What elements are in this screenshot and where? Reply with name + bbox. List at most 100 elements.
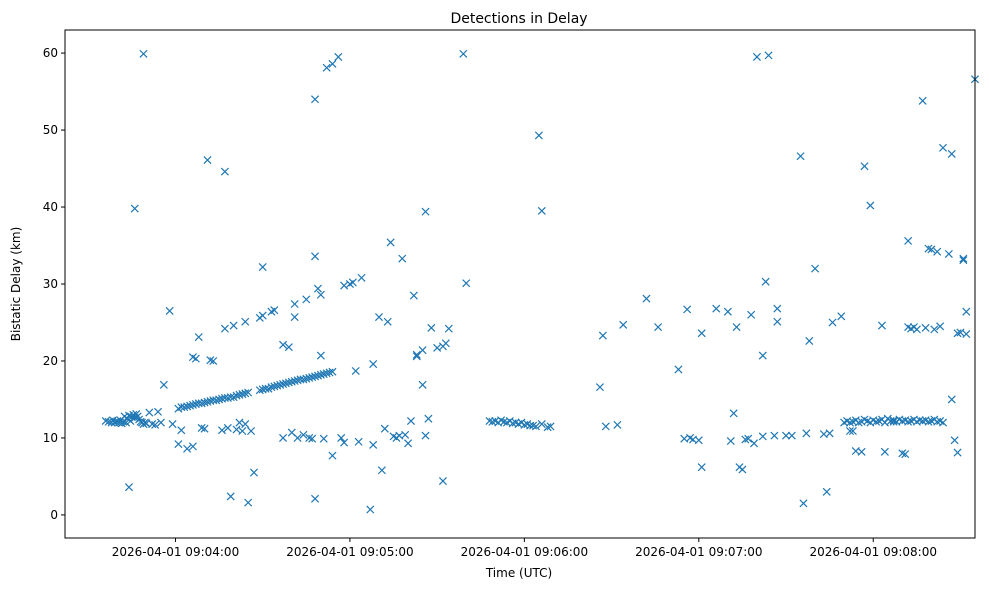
data-point — [220, 324, 229, 333]
data-point — [595, 383, 604, 392]
data-point — [279, 340, 288, 349]
y-axis-label: Bistatic Delay (km) — [9, 227, 23, 342]
plot-area — [64, 29, 980, 539]
data-point — [811, 264, 820, 273]
data-point — [383, 317, 392, 326]
data-point — [758, 351, 767, 360]
data-point — [319, 434, 328, 443]
data-point — [712, 304, 721, 313]
x-tick-label: 2026-04-01 09:07:00 — [635, 545, 762, 559]
data-point — [697, 463, 706, 472]
data-point — [683, 305, 692, 314]
data-point — [374, 313, 384, 322]
data-point — [313, 371, 322, 380]
data-point — [235, 390, 244, 399]
data-point — [212, 396, 221, 405]
data-point — [209, 356, 218, 365]
data-point — [409, 291, 418, 300]
data-point — [311, 95, 320, 104]
data-point — [334, 52, 343, 61]
data-point — [764, 51, 773, 60]
data-point — [398, 254, 407, 263]
data-point — [279, 380, 288, 389]
data-point — [962, 330, 971, 339]
data-point — [872, 417, 881, 426]
data-point — [241, 389, 250, 398]
data-point — [598, 331, 607, 340]
data-point — [796, 152, 805, 161]
data-point — [322, 63, 331, 72]
data-point — [299, 375, 308, 384]
data-point — [145, 408, 154, 417]
data-point — [232, 425, 241, 434]
data-point — [531, 422, 541, 431]
x-tick-label: 2026-04-01 09:06:00 — [461, 545, 588, 559]
data-point — [287, 377, 296, 386]
data-point — [124, 483, 133, 492]
data-point — [619, 320, 628, 329]
data-point — [825, 429, 834, 438]
y-tick-label: 0 — [50, 508, 58, 522]
data-point — [154, 407, 163, 416]
data-point — [369, 440, 378, 449]
data-point — [290, 313, 299, 322]
data-point — [200, 398, 209, 407]
data-point — [351, 366, 360, 376]
data-point — [235, 418, 244, 427]
data-point — [787, 431, 796, 440]
data-point — [366, 505, 375, 514]
data-point — [947, 395, 956, 404]
data-point — [805, 336, 814, 345]
data-point — [258, 311, 267, 320]
data-point — [261, 384, 270, 393]
data-point — [244, 498, 253, 507]
data-point — [750, 439, 759, 448]
data-point — [427, 323, 436, 332]
data-point — [148, 420, 157, 429]
data-point — [845, 418, 855, 427]
data-point — [217, 426, 227, 435]
data-point — [319, 370, 328, 379]
data-point — [316, 290, 325, 299]
data-point — [241, 317, 250, 326]
data-point — [130, 204, 139, 213]
data-point — [927, 245, 936, 254]
data-point — [238, 426, 247, 436]
data-point — [674, 365, 683, 374]
data-point — [723, 307, 732, 316]
data-point — [936, 322, 945, 331]
data-point — [401, 430, 410, 439]
data-point — [537, 420, 546, 429]
data-point — [747, 310, 756, 319]
data-point — [959, 254, 968, 263]
data-point — [938, 143, 948, 152]
data-point — [220, 167, 229, 176]
data-point — [543, 423, 552, 432]
data-point — [325, 368, 334, 377]
data-point — [799, 499, 808, 508]
data-point — [273, 381, 282, 390]
data-point — [421, 207, 430, 216]
data-point — [546, 422, 555, 431]
data-point — [741, 435, 750, 444]
y-tick-label: 50 — [43, 123, 58, 137]
data-point — [915, 416, 924, 425]
data-point — [267, 383, 276, 392]
data-point — [311, 252, 320, 261]
data-point — [752, 52, 761, 61]
data-point — [758, 432, 767, 441]
data-point — [770, 431, 779, 440]
data-point — [901, 450, 910, 459]
data-point — [290, 376, 299, 386]
y-tick-label: 30 — [43, 277, 58, 291]
data-point — [165, 306, 174, 315]
data-point — [328, 59, 337, 68]
data-point — [270, 382, 279, 391]
data-point — [311, 372, 320, 381]
data-point — [404, 439, 413, 448]
data-point — [918, 96, 927, 105]
data-point — [444, 324, 453, 333]
data-point — [953, 448, 962, 457]
data-point — [773, 317, 782, 326]
data-point — [802, 429, 811, 438]
